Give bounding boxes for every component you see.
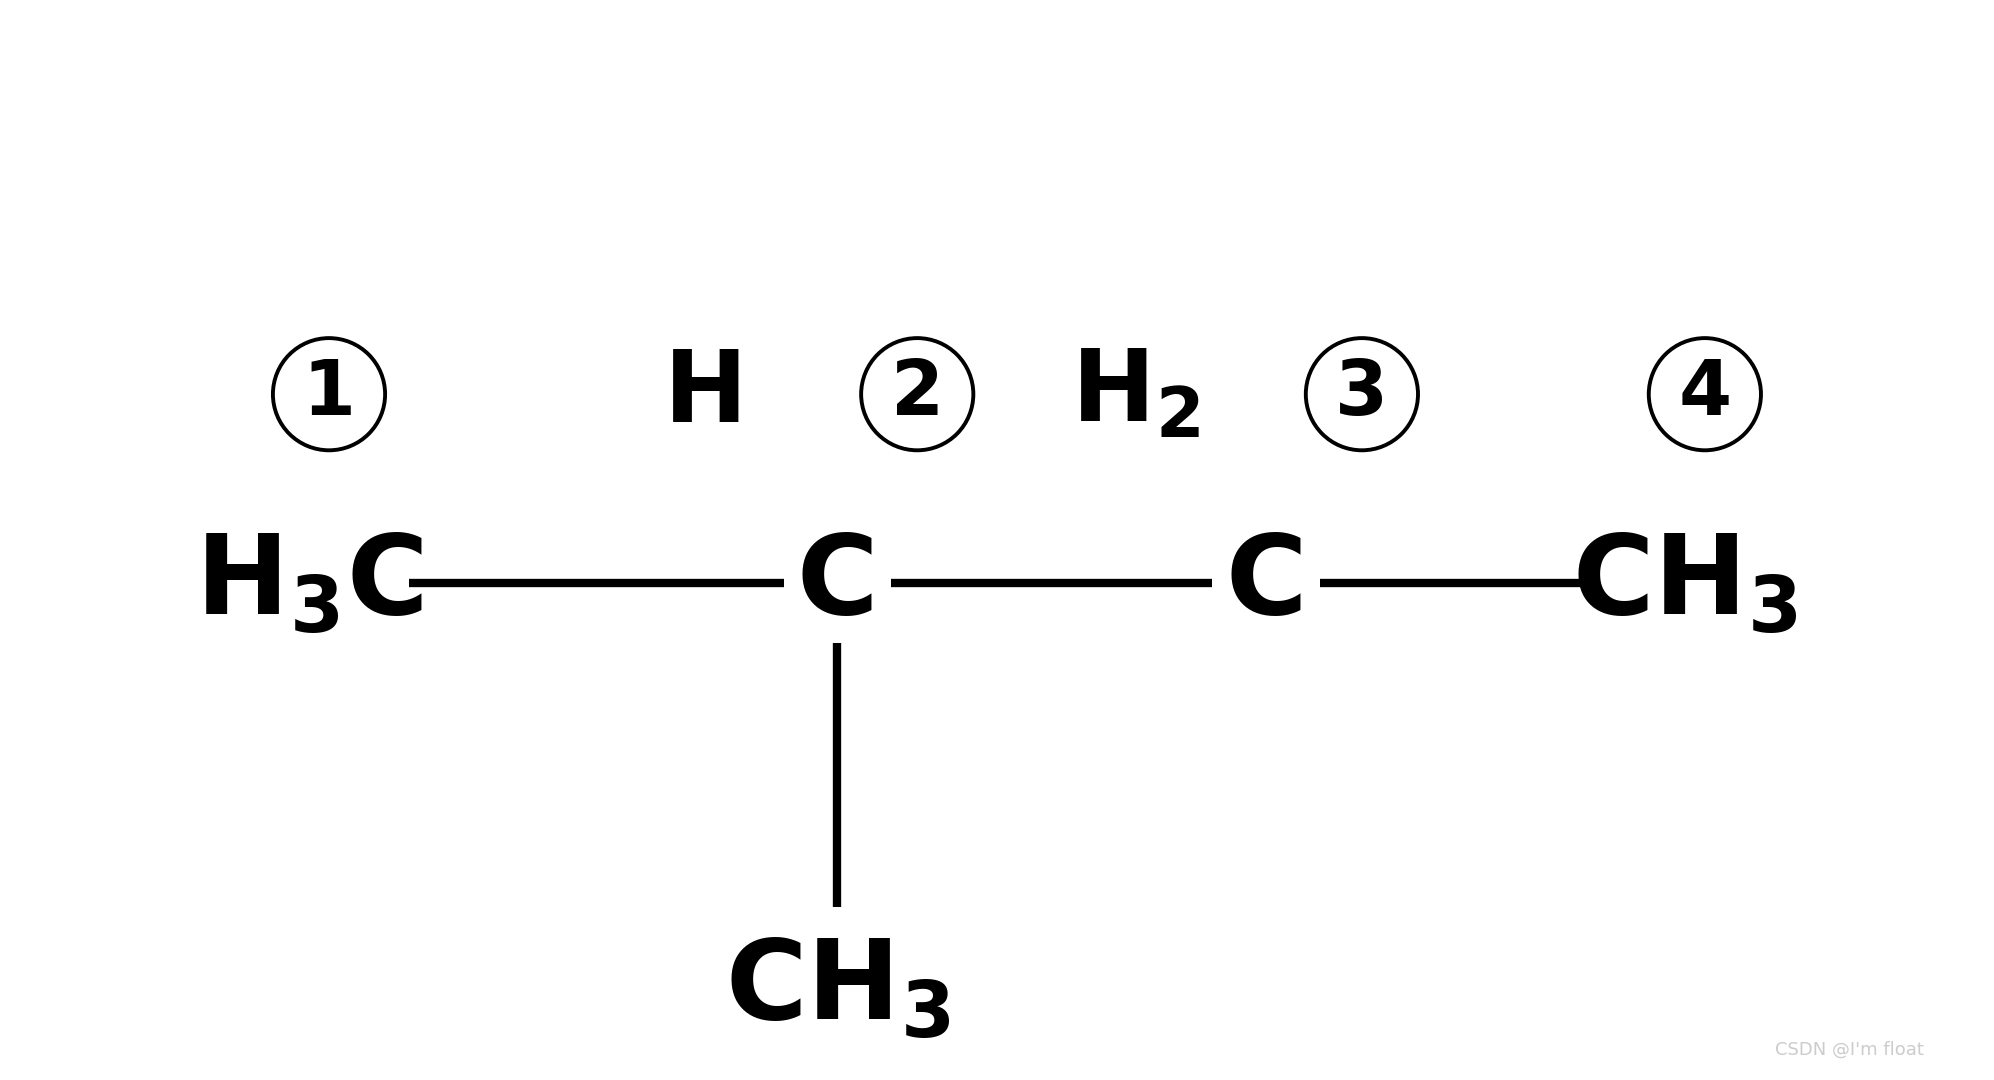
Text: $\mathregular{H_3C}$: $\mathregular{H_3C}$	[195, 529, 423, 637]
Text: C: C	[1226, 529, 1306, 637]
Text: 3: 3	[1336, 357, 1388, 431]
Text: 4: 4	[1679, 357, 1731, 431]
Text: CSDN @I'm float: CSDN @I'm float	[1775, 1040, 1924, 1058]
Text: $\mathregular{CH_3}$: $\mathregular{CH_3}$	[724, 934, 951, 1042]
Text: 1: 1	[303, 357, 355, 431]
Text: H: H	[664, 346, 748, 443]
Text: C: C	[798, 529, 877, 637]
Text: $\mathregular{CH_3}$: $\mathregular{CH_3}$	[1571, 529, 1799, 637]
Text: $\mathregular{H_2}$: $\mathregular{H_2}$	[1071, 346, 1200, 443]
Text: 2: 2	[891, 357, 943, 431]
